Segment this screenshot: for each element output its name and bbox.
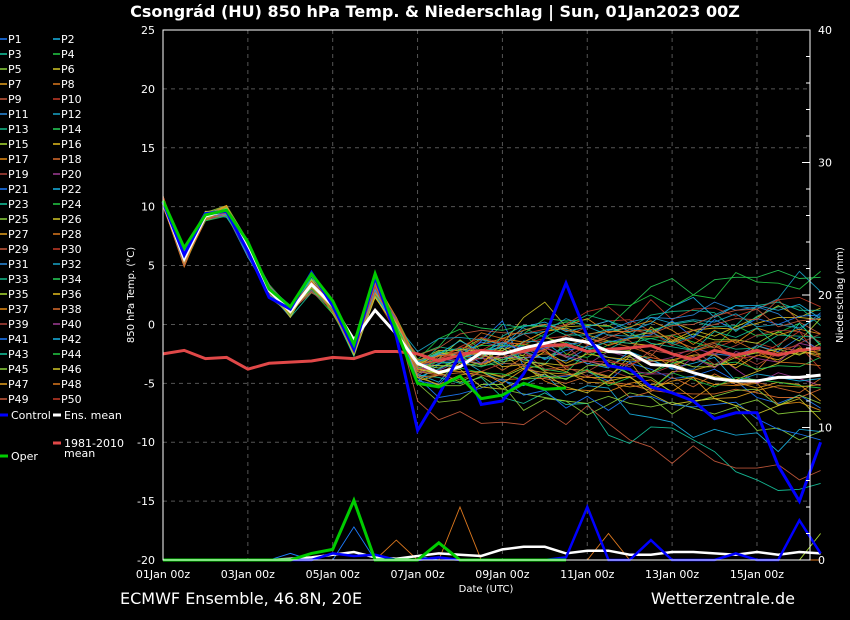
legend-label-p47: P47 xyxy=(8,378,29,391)
legend-label-p4: P4 xyxy=(61,48,75,61)
legend-label-clim: 1981-2010 xyxy=(64,437,124,450)
legend-label-p3: P3 xyxy=(8,48,22,61)
legend-label-p5: P5 xyxy=(8,63,22,76)
legend-label-p27: P27 xyxy=(8,228,29,241)
site-label: Wetterzentrale.de xyxy=(651,589,795,608)
x-tick-label: 13Jan 00z xyxy=(645,568,699,581)
legend-label-p43: P43 xyxy=(8,348,29,361)
legend-label-p23: P23 xyxy=(8,198,29,211)
legend-label-p21: P21 xyxy=(8,183,29,196)
x-tick-label: 01Jan 00z xyxy=(136,568,190,581)
axes: 01Jan 00z 03Jan 00z 05Jan 00z 07Jan 00z 09Ja… xyxy=(136,24,832,581)
member-line-p40 xyxy=(162,201,821,378)
model-label: ECMWF Ensemble, 46.8N, 20E xyxy=(120,589,362,608)
y2-axis-title: Niederschlag (mm) xyxy=(835,247,846,343)
member-line-p50 xyxy=(162,195,821,368)
x-tick-label: 07Jan 00z xyxy=(390,568,444,581)
y2-tick-label: 20 xyxy=(818,289,832,302)
legend-label-p1: P1 xyxy=(8,33,22,46)
legend-label-p28: P28 xyxy=(61,228,82,241)
legend-label-oper: Oper xyxy=(11,450,38,463)
legend-label-p48: P48 xyxy=(61,378,82,391)
legend-label-p38: P38 xyxy=(61,303,82,316)
legend-label-p42: P42 xyxy=(61,333,82,346)
legend-label-p39: P39 xyxy=(8,318,29,331)
y-tick-label: 20 xyxy=(141,83,155,96)
legend: P1 P2 P3 P4 P5 P6 P7 P8 P9 P10 P11 P12 P13 P14 P15 P16 P… xyxy=(0,33,124,463)
legend-label-p45: P45 xyxy=(8,363,29,376)
legend-label-p8: P8 xyxy=(61,78,75,91)
legend-label-p29: P29 xyxy=(8,243,29,256)
oper-line xyxy=(161,200,567,401)
legend-label-p14: P14 xyxy=(61,123,82,136)
y2-tick-label: 30 xyxy=(818,157,832,170)
legend-label-p50: P50 xyxy=(61,393,82,406)
x-axis-title: Date (UTC) xyxy=(459,584,514,595)
legend-label-p20: P20 xyxy=(61,168,82,181)
grid xyxy=(162,30,810,560)
legend-label-p9: P9 xyxy=(8,93,22,106)
member-line-p32 xyxy=(162,201,821,353)
y-tick-label: -10 xyxy=(137,436,155,449)
chart-title: Csongrád (HU) 850 hPa Temp. & Niederschl… xyxy=(130,2,740,22)
legend-label-p26: P26 xyxy=(61,213,82,226)
control-line xyxy=(161,201,823,505)
legend-label-p18: P18 xyxy=(61,153,82,166)
legend-label-clim-line2: mean xyxy=(64,447,95,460)
y2-tick-label: 10 xyxy=(818,422,832,435)
legend-label-p31: P31 xyxy=(8,258,29,271)
legend-label-p11: P11 xyxy=(8,108,29,121)
legend-label-p16: P16 xyxy=(61,138,82,151)
legend-label-p34: P34 xyxy=(61,273,82,286)
legend-label-p15: P15 xyxy=(8,138,29,151)
x-tick-label: 11Jan 00z xyxy=(560,568,614,581)
legend-label-p37: P37 xyxy=(8,303,29,316)
legend-label-p36: P36 xyxy=(61,288,82,301)
legend-label-ens-mean: Ens. mean xyxy=(64,409,122,422)
legend-label-p25: P25 xyxy=(8,213,29,226)
legend-label-p13: P13 xyxy=(8,123,29,136)
legend-label-p44: P44 xyxy=(61,348,82,361)
legend-label-p22: P22 xyxy=(61,183,82,196)
legend-label-control: Control xyxy=(11,409,51,422)
y-tick-label: 10 xyxy=(141,201,155,214)
y2-tick-label: 40 xyxy=(818,24,832,37)
legend-label-p46: P46 xyxy=(61,363,82,376)
legend-label-p35: P35 xyxy=(8,288,29,301)
legend-label-p41: P41 xyxy=(8,333,29,346)
x-tick-label: 03Jan 00z xyxy=(221,568,275,581)
y-tick-label: -15 xyxy=(137,495,155,508)
x-tick-label: 05Jan 00z xyxy=(306,568,360,581)
y-tick-label: 15 xyxy=(141,142,155,155)
legend-label-p33: P33 xyxy=(8,273,29,286)
legend-label-p7: P7 xyxy=(8,78,22,91)
y2-tick-label: 0 xyxy=(818,554,825,567)
legend-label-p32: P32 xyxy=(61,258,82,271)
y-axis-title: 850 hPa Temp. (°C) xyxy=(126,247,137,343)
legend-label-p10: P10 xyxy=(61,93,82,106)
legend-label-p12: P12 xyxy=(61,108,82,121)
legend-label-p2: P2 xyxy=(61,33,75,46)
clim-mean-line xyxy=(162,342,821,371)
legend-label-p40: P40 xyxy=(61,318,82,331)
y-tick-label: -5 xyxy=(144,377,155,390)
legend-label-p24: P24 xyxy=(61,198,82,211)
legend-label-p6: P6 xyxy=(61,63,75,76)
legend-label-p49: P49 xyxy=(8,393,29,406)
x-tick-label: 15Jan 00z xyxy=(730,568,784,581)
legend-label-p17: P17 xyxy=(8,153,29,166)
x-tick-label: 09Jan 00z xyxy=(475,568,529,581)
legend-label-p30: P30 xyxy=(61,243,82,256)
y-tick-label: 25 xyxy=(141,24,155,37)
y-tick-label: -20 xyxy=(137,554,155,567)
y-tick-label: 5 xyxy=(148,260,155,273)
legend-label-p19: P19 xyxy=(8,168,29,181)
y-tick-label: 0 xyxy=(148,318,155,331)
